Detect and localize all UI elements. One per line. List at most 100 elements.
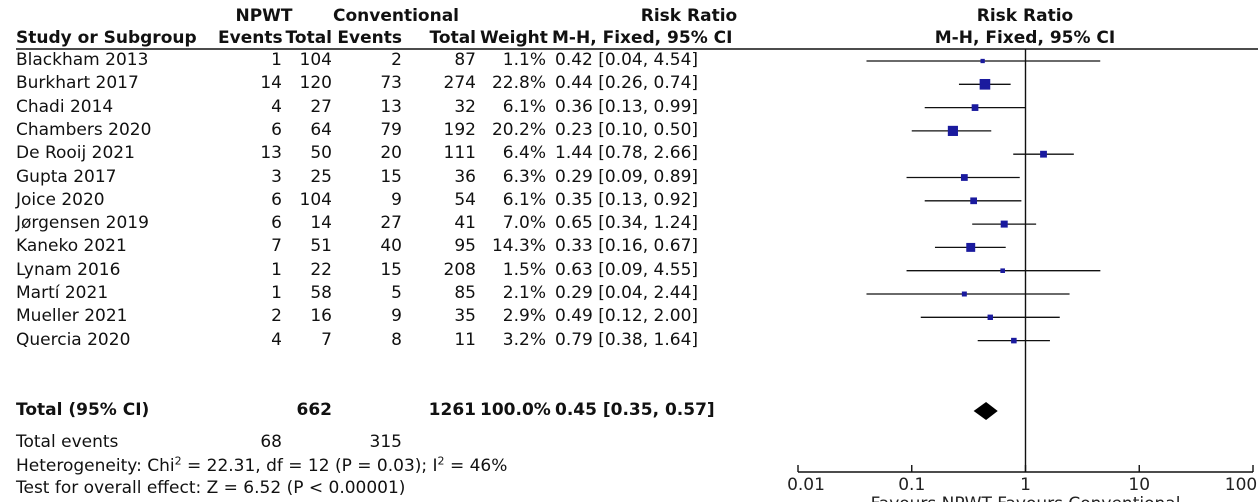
- study-name: Mueller 2021: [16, 306, 128, 327]
- study-marker: [966, 242, 976, 252]
- conventional-total: 208: [443, 259, 476, 280]
- conventional-events: 27: [380, 213, 402, 234]
- conventional-total: 54: [454, 189, 476, 210]
- conventional-total: 111: [443, 143, 476, 164]
- study-weight: 1.1%: [502, 50, 546, 70]
- conventional-total: 35: [454, 306, 476, 327]
- study-marker: [961, 291, 967, 297]
- npwt-events: 2: [271, 306, 282, 327]
- favours-label: Favours NPWT Favours Conventional: [871, 494, 1181, 502]
- npwt-events: 1: [271, 283, 282, 303]
- study-ci-text: 0.23 [0.10, 0.50]: [555, 119, 699, 140]
- study-marker: [971, 104, 979, 111]
- study-ci-text: 0.63 [0.09, 4.55]: [555, 259, 699, 280]
- conventional-events: 15: [380, 259, 402, 280]
- npwt-total: 50: [310, 143, 332, 164]
- total-n2: 1261: [428, 400, 476, 420]
- study-ci-text: 0.65 [0.34, 1.24]: [555, 213, 699, 234]
- col-total1-header: Total: [285, 28, 332, 48]
- study-ci-text: 0.36 [0.13, 0.99]: [555, 96, 699, 117]
- study-weight: 22.8%: [491, 73, 546, 94]
- total-n1: 662: [296, 400, 333, 420]
- col-study-header: Study or Subgroup: [16, 28, 197, 48]
- npwt-events: 7: [271, 236, 282, 257]
- x-tick-label: 10: [1128, 475, 1150, 495]
- study-ci-text: 1.44 [0.78, 2.66]: [555, 143, 699, 164]
- npwt-total: 25: [310, 166, 332, 187]
- npwt-total: 58: [310, 283, 332, 303]
- conventional-total: 274: [443, 73, 476, 94]
- npwt-events: 1: [271, 50, 282, 70]
- pooled-diamond: [973, 402, 998, 420]
- study-name: Burkhart 2017: [16, 73, 139, 94]
- conventional-events: 8: [391, 329, 402, 350]
- study-name: Jørgensen 2019: [16, 213, 149, 234]
- study-ci-text: 0.35 [0.13, 0.92]: [555, 189, 699, 210]
- conventional-total: 32: [454, 96, 476, 117]
- npwt-events: 6: [271, 213, 282, 234]
- total-events-label: Total events: [16, 432, 119, 452]
- study-ci-text: 0.42 [0.04, 4.54]: [555, 50, 699, 70]
- npwt-total: 27: [310, 96, 332, 117]
- npwt-events: 6: [271, 119, 282, 140]
- study-name: Lynam 2016: [16, 259, 121, 280]
- study-marker: [960, 174, 968, 181]
- study-name: Martí 2021: [16, 283, 109, 303]
- npwt-total: 16: [310, 306, 332, 327]
- conventional-total: 41: [454, 213, 476, 234]
- col-events1-header: Events: [218, 28, 283, 48]
- study-weight: 2.9%: [502, 306, 546, 327]
- npwt-total: 22: [310, 259, 332, 280]
- study-ci-text: 0.44 [0.26, 0.74]: [555, 73, 699, 94]
- study-weight: 14.3%: [491, 236, 546, 257]
- plot-title: Risk Ratio: [976, 6, 1074, 26]
- conventional-events: 9: [391, 189, 402, 210]
- conventional-events: 2: [391, 50, 402, 70]
- plot-method-header: M-H, Fixed, 95% CI: [934, 28, 1116, 48]
- study-ci-text: 0.29 [0.09, 0.89]: [555, 166, 699, 187]
- study-marker: [979, 78, 991, 90]
- col-events2-header: Events: [337, 28, 402, 48]
- conventional-events: 79: [380, 119, 402, 140]
- study-marker: [947, 125, 958, 136]
- conventional-events: 9: [391, 306, 402, 327]
- npwt-events: 6: [271, 189, 282, 210]
- npwt-total: 64: [310, 119, 332, 140]
- npwt-events: 1: [271, 259, 282, 280]
- study-weight: 2.1%: [502, 283, 546, 303]
- study-weight: 1.5%: [502, 259, 546, 280]
- npwt-total: 51: [310, 236, 332, 257]
- study-weight: 6.3%: [502, 166, 546, 187]
- npwt-events: 4: [271, 96, 282, 117]
- x-tick-label: 0.01: [787, 475, 825, 495]
- col-weight-header: Weight: [480, 28, 548, 48]
- study-marker: [1000, 268, 1005, 273]
- x-tick-label: 1: [1020, 475, 1031, 495]
- npwt-total: 7: [321, 329, 332, 350]
- study-weight: 6.4%: [502, 143, 546, 164]
- x-tick-label: 0.1: [898, 475, 925, 495]
- study-weight: 7.0%: [502, 213, 546, 234]
- conventional-events: 20: [380, 143, 402, 164]
- total-events-conventional: 315: [369, 432, 402, 452]
- conventional-total: 87: [454, 50, 476, 70]
- conventional-total: 36: [454, 166, 476, 187]
- total-label: Total (95% CI): [16, 400, 150, 420]
- study-marker: [1040, 150, 1047, 158]
- npwt-total: 14: [310, 213, 332, 234]
- group1-header: NPWT: [235, 6, 293, 26]
- npwt-events: 4: [271, 329, 282, 350]
- total-ci-text: 0.45 [0.35, 0.57]: [555, 400, 715, 420]
- col-total2-header: Total: [429, 28, 476, 48]
- study-marker: [1011, 337, 1017, 344]
- npwt-total: 104: [299, 50, 332, 70]
- conventional-events: 5: [391, 283, 402, 303]
- npwt-total: 120: [299, 73, 332, 94]
- study-name: Quercia 2020: [16, 329, 131, 350]
- study-marker: [987, 314, 993, 320]
- study-name: Joice 2020: [16, 189, 105, 210]
- conventional-events: 73: [380, 73, 402, 94]
- conventional-total: 192: [443, 119, 476, 140]
